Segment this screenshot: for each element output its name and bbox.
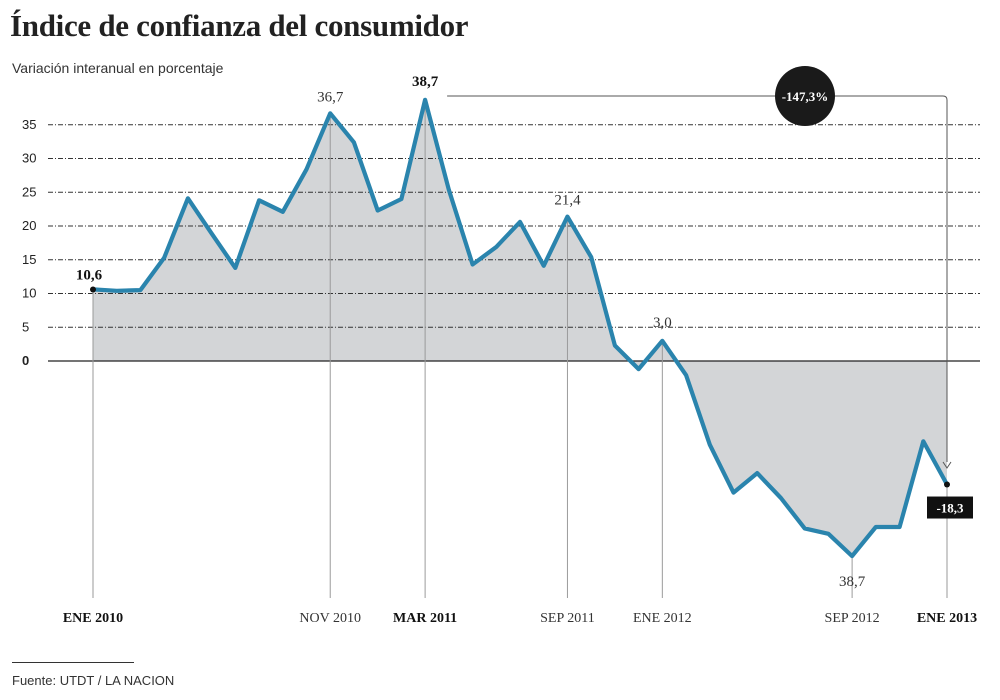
- area-fill: [93, 99, 947, 557]
- change-bubble: [775, 66, 835, 126]
- change-label: -147,3%: [782, 89, 829, 104]
- y-tick-label: 0: [22, 353, 29, 368]
- end-value-label: -18,3: [936, 501, 964, 516]
- source-divider: [12, 662, 134, 663]
- end-point-marker: [944, 481, 950, 488]
- value-annotation: 36,7: [317, 89, 344, 105]
- start-point-marker: [90, 286, 96, 293]
- value-annotation: 3,0: [653, 315, 672, 331]
- chart-subtitle: Variación interanual en porcentaje: [12, 60, 224, 76]
- value-annotation: 10,6: [76, 267, 103, 283]
- y-tick-label: 30: [22, 151, 36, 166]
- chart-title: Índice de confianza del consumidor: [10, 8, 469, 43]
- x-tick-label: NOV 2010: [299, 611, 361, 626]
- y-tick-label: 5: [22, 319, 29, 334]
- change-arrow: [942, 461, 952, 469]
- x-tick-label: ENE 2013: [917, 611, 977, 626]
- x-tick-label: ENE 2010: [63, 611, 123, 626]
- x-tick-label: SEP 2011: [540, 611, 595, 626]
- y-tick-label: 10: [22, 286, 36, 301]
- x-tick-label: ENE 2012: [633, 611, 692, 626]
- y-tick-label: 20: [22, 218, 36, 233]
- source-note: Fuente: UTDT / LA NACION: [12, 673, 175, 688]
- end-value-box: [927, 496, 973, 519]
- value-annotation: 38,7: [839, 574, 866, 590]
- change-bracket: [447, 95, 948, 462]
- y-tick-label: 35: [22, 117, 36, 132]
- x-tick-label: MAR 2011: [393, 611, 457, 626]
- y-tick-label: 25: [22, 184, 36, 199]
- x-tick-label: SEP 2012: [825, 611, 880, 626]
- value-annotation: 21,4: [554, 193, 581, 209]
- y-tick-label: 15: [22, 252, 36, 267]
- value-annotation: 38,7: [412, 74, 439, 90]
